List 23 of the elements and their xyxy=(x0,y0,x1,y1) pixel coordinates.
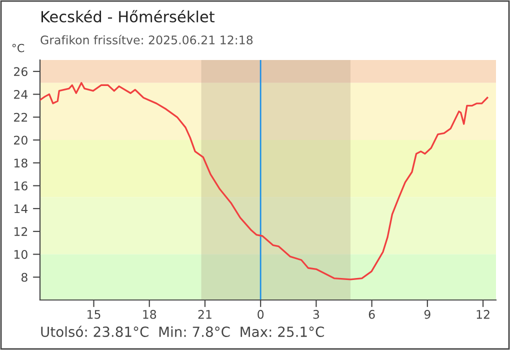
x-tick-label: 6 xyxy=(368,310,375,319)
y-tick-label: 22 xyxy=(14,112,28,122)
y-tick-label: 26 xyxy=(14,67,28,76)
y-tick-label: 18 xyxy=(14,158,28,168)
y-tick-label: 24 xyxy=(14,90,28,99)
y-tick-label: 10 xyxy=(14,250,28,259)
y-tick-label: 8 xyxy=(21,272,28,282)
y-tick-label: 12 xyxy=(14,227,28,236)
line-series xyxy=(40,82,488,280)
chart-subtitle: Grafikon frissítve: 2025.06.21 12:18 xyxy=(40,34,253,44)
x-tick-label: 0 xyxy=(258,310,264,319)
x-tick-label: 12 xyxy=(476,310,490,319)
text: Utolsó: 23.81°C Min: 7.8°C Max: 25.1°C xyxy=(41,326,324,338)
x-tick-label: 3 xyxy=(313,310,320,319)
x-tick-label: 18 xyxy=(143,310,156,319)
y-tick-label: 14 xyxy=(14,204,28,214)
chart-title: Kecskéd - Hőmérséklet xyxy=(42,10,215,22)
x-tick-label: 15 xyxy=(88,310,100,319)
x-tick-label: 21 xyxy=(198,310,212,319)
y-tick-label: 16 xyxy=(14,181,28,190)
y-tick-label: 20 xyxy=(14,136,28,145)
x-tick-label: 9 xyxy=(424,310,430,319)
y-axis-title: °C xyxy=(12,44,24,52)
